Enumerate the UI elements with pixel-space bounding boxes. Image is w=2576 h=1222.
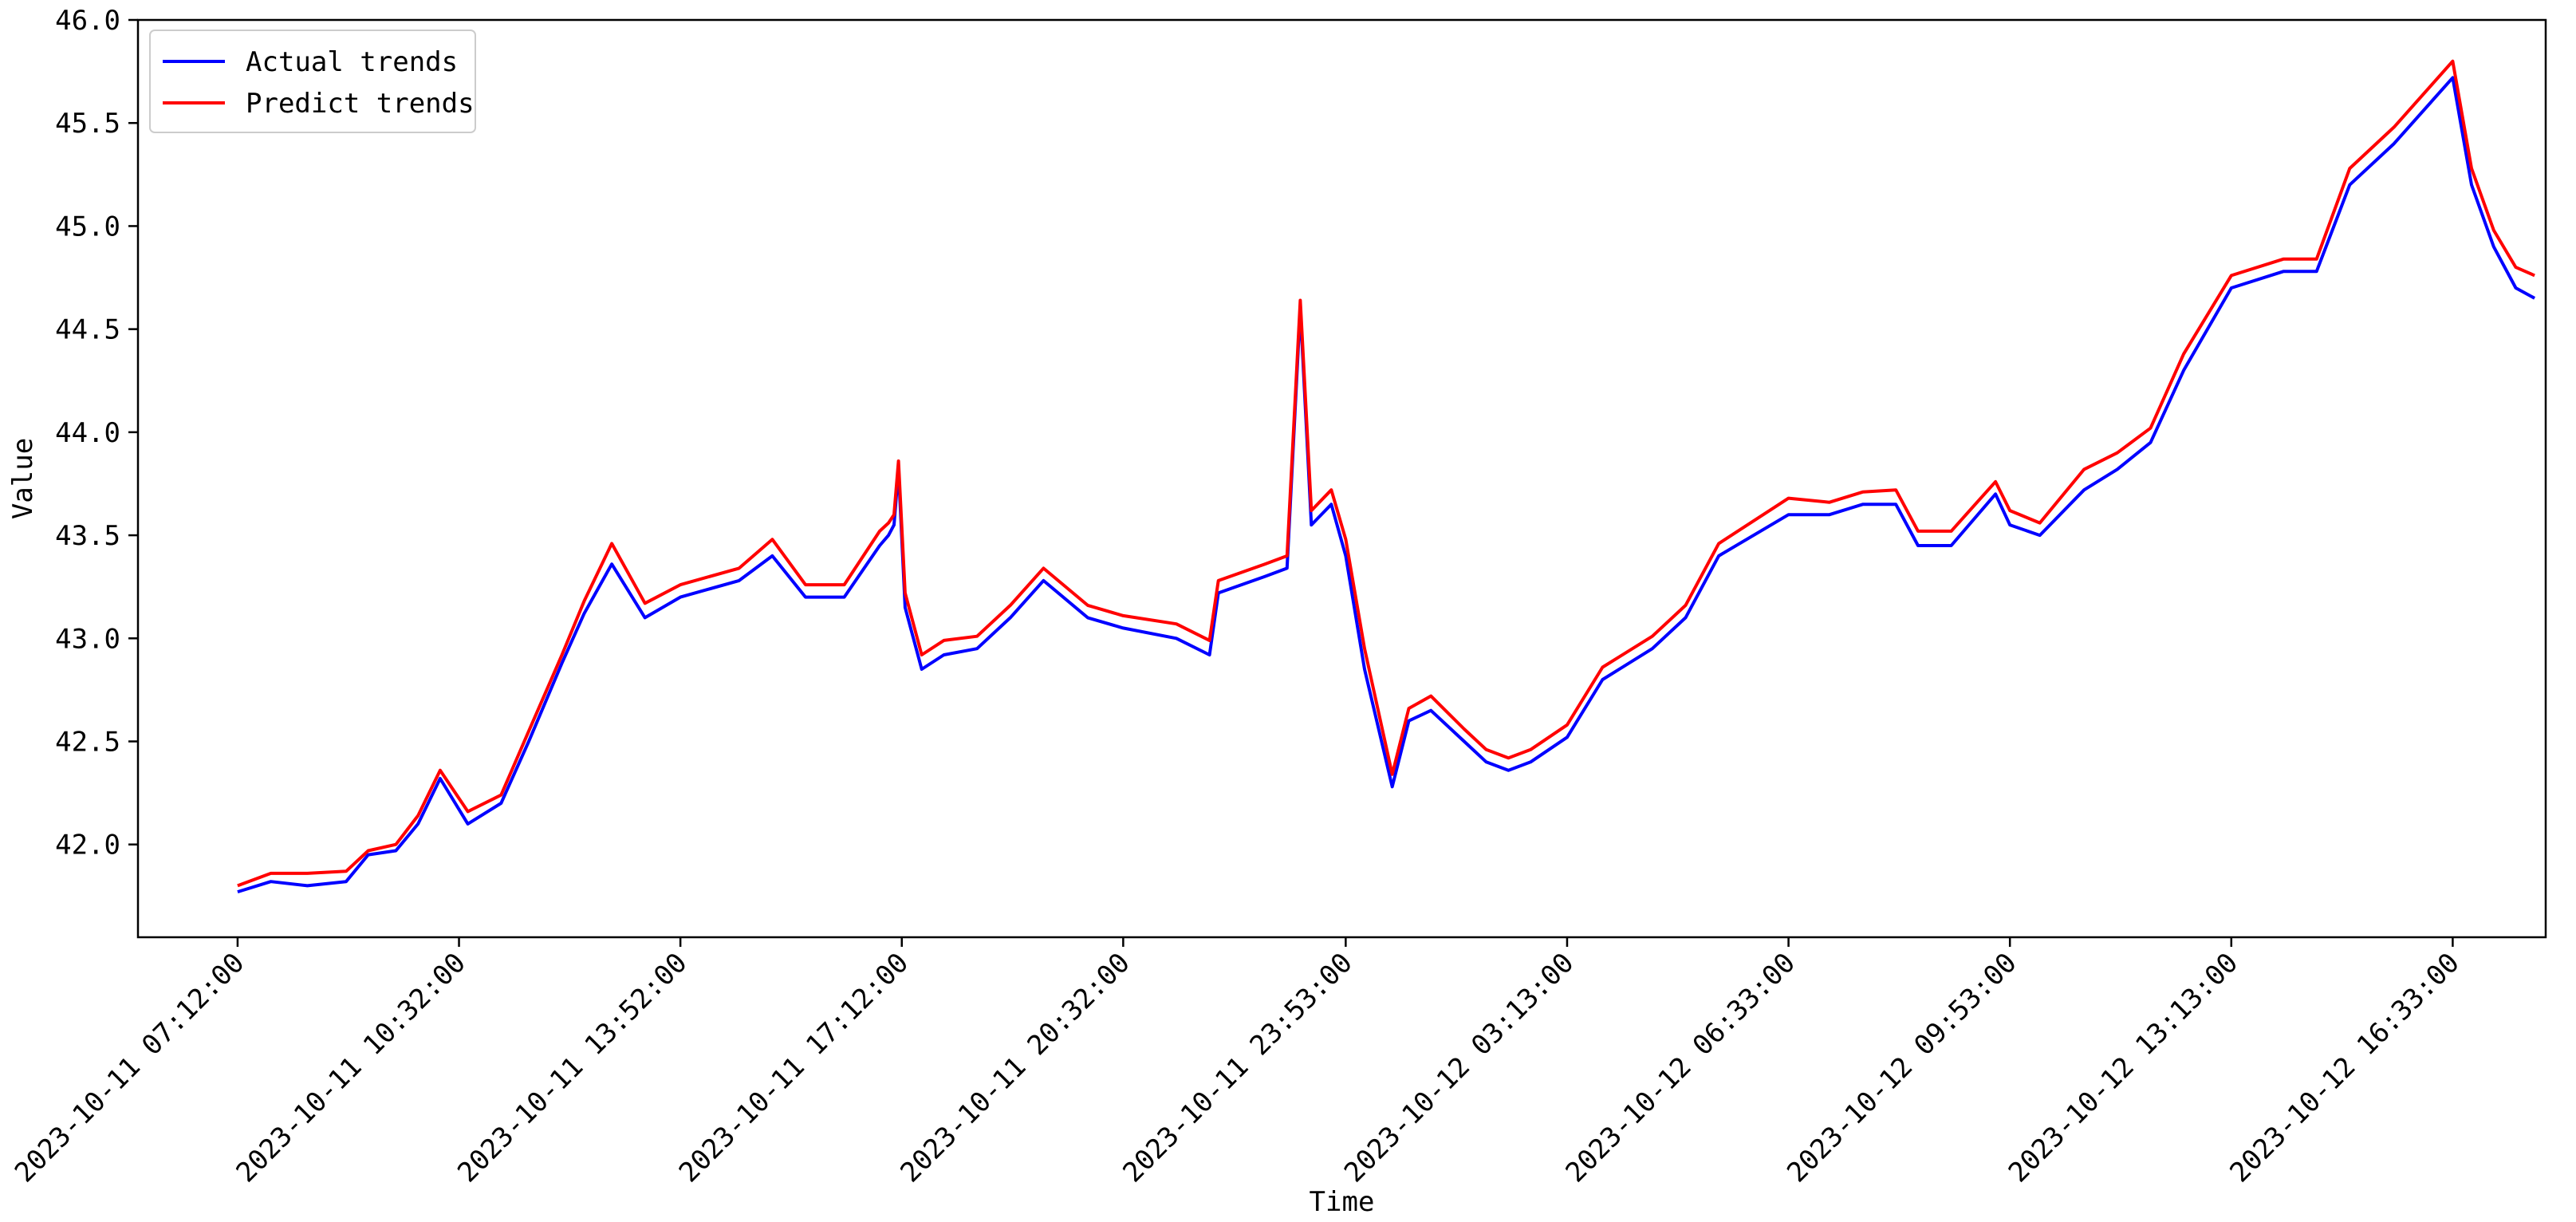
y-axis-label: Value bbox=[7, 438, 39, 519]
series-layer bbox=[237, 59, 2536, 894]
plot-frame bbox=[136, 18, 2547, 939]
legend-label-predict: Predict trends bbox=[246, 88, 475, 120]
y-tick-label: 42.0 bbox=[55, 830, 120, 861]
legend-label-actual: Actual trends bbox=[246, 46, 458, 78]
series-line-predict-trends bbox=[237, 59, 2535, 888]
legend-box bbox=[149, 30, 476, 133]
y-tick-label: 45.5 bbox=[55, 108, 120, 140]
legend: Actual trends Predict trends bbox=[149, 30, 476, 133]
y-tick-label: 42.5 bbox=[55, 726, 120, 758]
y-tick-label: 45.0 bbox=[55, 211, 120, 242]
series-line-actual-trends bbox=[237, 76, 2536, 894]
y-tick-label: 43.5 bbox=[55, 520, 120, 552]
y-tick-label: 44.5 bbox=[55, 314, 120, 346]
y-tick-label: 43.0 bbox=[55, 623, 120, 655]
x-axis-label: Time bbox=[1310, 1186, 1375, 1218]
y-tick-label: 44.0 bbox=[55, 417, 120, 449]
y-tick-label: 46.0 bbox=[55, 5, 120, 37]
y-axis: 42.0 42.5 43.0 43.5 44.0 44.5 45.0 45.5 46.0 bbox=[55, 5, 138, 861]
